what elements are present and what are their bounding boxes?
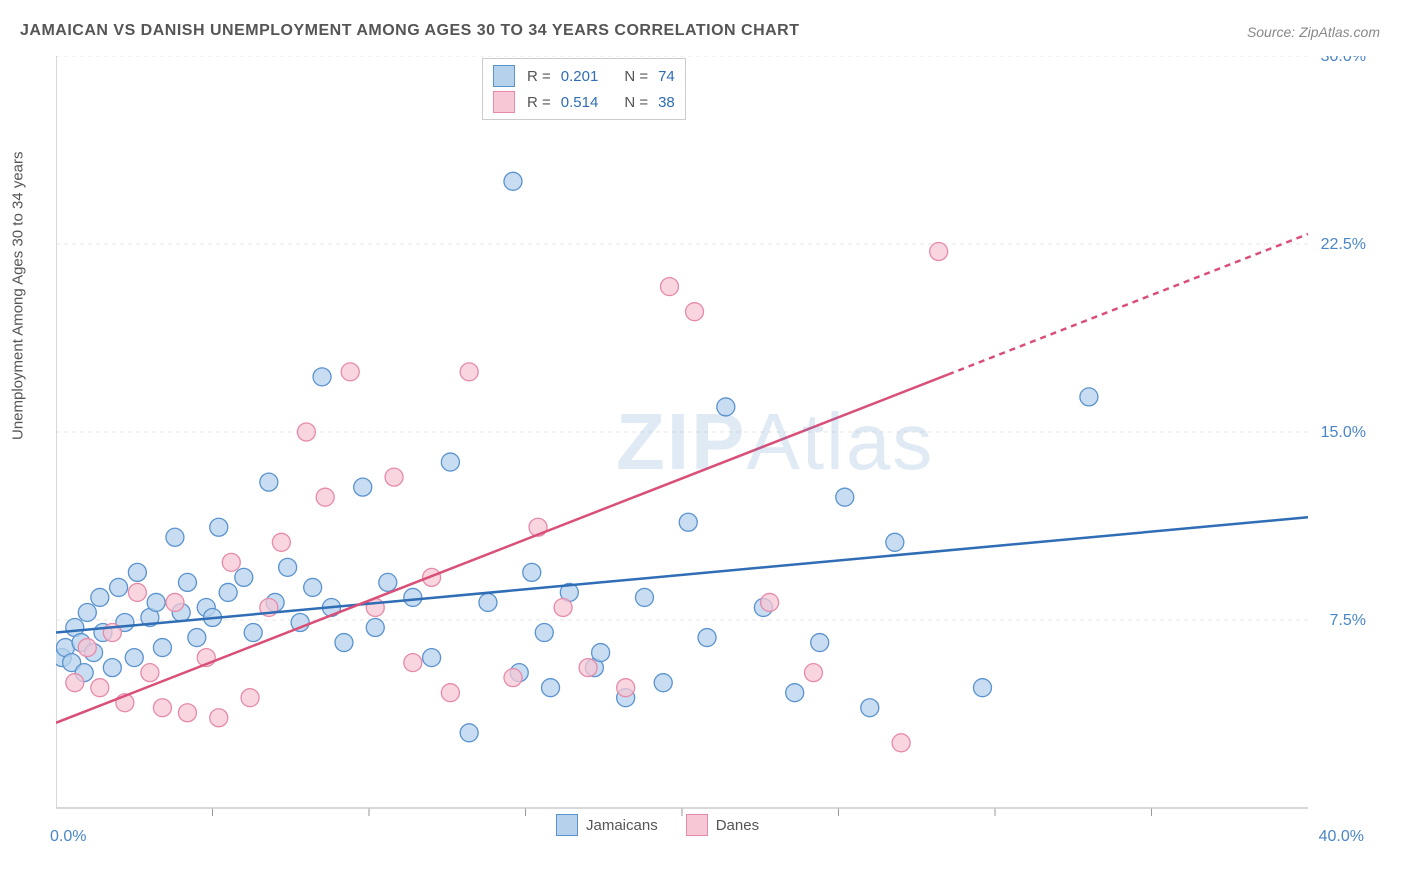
legend-label-danes: Danes: [716, 817, 759, 834]
r-label-1: R =: [527, 94, 551, 111]
svg-text:7.5%: 7.5%: [1330, 612, 1366, 629]
series-legend: Jamaicans Danes: [556, 814, 759, 836]
n-label-0: N =: [624, 68, 648, 85]
corr-row-danes: R = 0.514 N = 38: [493, 89, 675, 115]
r-value-0: 0.201: [561, 68, 599, 85]
n-label-1: N =: [624, 94, 648, 111]
corr-row-jamaicans: R = 0.201 N = 74: [493, 63, 675, 89]
legend-item-jamaicans: Jamaicans: [556, 814, 658, 836]
r-value-1: 0.514: [561, 94, 599, 111]
svg-text:30.0%: 30.0%: [1321, 56, 1366, 65]
legend-item-danes: Danes: [686, 814, 759, 836]
n-value-1: 38: [658, 94, 675, 111]
scatter-chart-svg: 7.5% 15.0% 22.5% 30.0%: [56, 56, 1380, 836]
chart-title: JAMAICAN VS DANISH UNEMPLOYMENT AMONG AG…: [20, 22, 800, 40]
legend-label-jamaicans: Jamaicans: [586, 817, 658, 834]
chart-plot-area: 7.5%15.0%22.5%30.0% ZIPAtlas R = 0.201 N…: [56, 56, 1380, 836]
svg-text:15.0%: 15.0%: [1321, 424, 1366, 441]
r-label-0: R =: [527, 68, 551, 85]
legend-swatch-jamaicans: [556, 814, 578, 836]
n-value-0: 74: [658, 68, 675, 85]
x-axis-min-label: 0.0%: [50, 828, 86, 846]
swatch-jamaicans: [493, 65, 515, 87]
swatch-danes: [493, 91, 515, 113]
legend-swatch-danes: [686, 814, 708, 836]
source-attribution: Source: ZipAtlas.com: [1247, 24, 1380, 40]
y-axis-label: Unemployment Among Ages 30 to 34 years: [10, 151, 27, 440]
x-axis-max-label: 40.0%: [1319, 828, 1364, 846]
svg-text:22.5%: 22.5%: [1321, 236, 1366, 253]
correlation-legend: R = 0.201 N = 74 R = 0.514 N = 38: [482, 58, 686, 120]
